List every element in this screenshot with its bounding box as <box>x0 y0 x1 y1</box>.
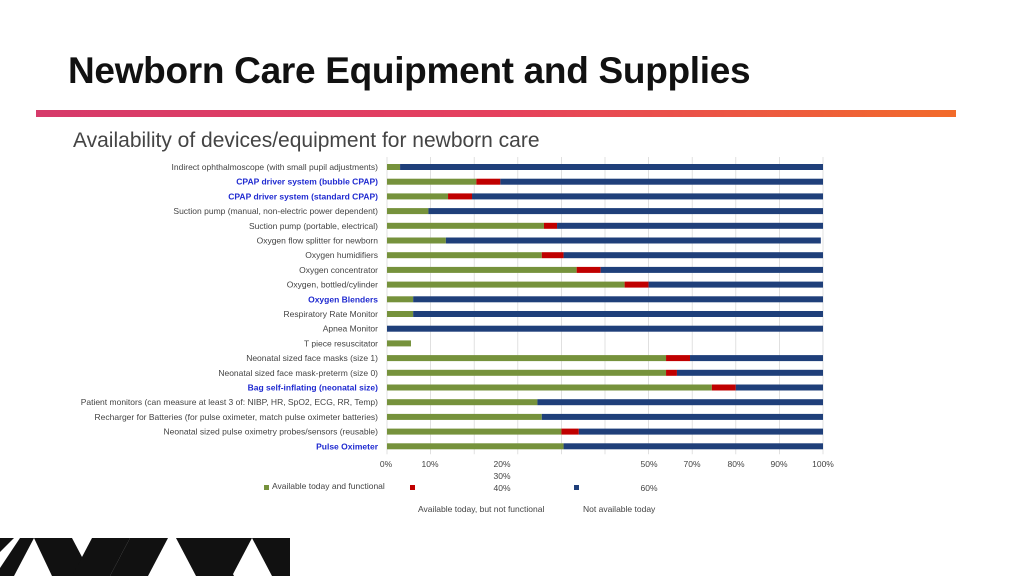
legend-label: Not available today <box>583 504 656 514</box>
legend-swatch <box>410 485 415 490</box>
category-label: Apnea Monitor <box>323 324 378 334</box>
category-label: Patient monitors (can measure at least 3… <box>81 397 378 407</box>
legend-swatch <box>574 485 579 490</box>
x-tick-label: 80% <box>727 459 744 469</box>
x-axis-ticks: 0% 10% 20% 30% 40% 50% 60% 70% 80% 90% 100% <box>380 459 834 493</box>
legend-swatch <box>264 485 269 490</box>
bar-segment <box>387 325 823 332</box>
bar-segment <box>387 222 544 229</box>
bar-segment <box>387 413 542 420</box>
bar-segment <box>387 384 712 391</box>
x-tick-label: 70% <box>683 459 700 469</box>
bar-segment <box>578 428 823 435</box>
bar-segment <box>472 193 823 200</box>
legend-label: Available today and functional <box>272 481 385 491</box>
category-label: Oxygen Blenders <box>308 294 378 304</box>
x-tick-label: 40% <box>493 483 510 493</box>
category-label: Bag self-inflating (neonatal size) <box>248 383 379 393</box>
bar-segment <box>500 178 823 185</box>
bar-segment <box>445 237 821 244</box>
x-tick-label: 90% <box>770 459 787 469</box>
category-label: Oxygen flow splitter for newborn <box>257 236 379 246</box>
bar-segment <box>387 355 667 362</box>
bar-segment <box>387 311 414 317</box>
category-label: Respiratory Rate Monitor <box>284 309 379 319</box>
x-tick-label: 60% <box>640 483 657 493</box>
bar-segment <box>543 222 558 229</box>
x-tick-label: 10% <box>421 459 438 469</box>
slide-title: Newborn Care Equipment and Supplies <box>68 50 751 91</box>
category-label: Neonatal sized face masks (size 1) <box>246 353 378 363</box>
bar-segment <box>387 369 667 376</box>
x-tick-label: 50% <box>640 459 657 469</box>
bar-segment <box>387 237 446 244</box>
bar-segment <box>666 355 691 362</box>
bar-segment <box>541 413 823 420</box>
x-tick-label: 0% <box>380 459 393 469</box>
category-label: Neonatal sized pulse oximetry probes/sen… <box>164 427 379 437</box>
category-label: Recharger for Batteries (for pulse oxime… <box>95 412 379 422</box>
bar-segment <box>541 252 564 259</box>
decorative-zigzag-pattern <box>0 538 290 576</box>
bar-segment <box>428 208 823 215</box>
bar-segment <box>666 369 677 376</box>
bar-segment <box>690 355 823 362</box>
bar-segment <box>735 384 823 391</box>
bar-segment <box>648 281 823 288</box>
bar-segment <box>557 222 823 229</box>
bar-segment <box>387 428 562 435</box>
category-label: CPAP driver system (standard CPAP) <box>228 191 378 201</box>
bar-segment <box>387 164 401 170</box>
bar-segment <box>563 252 823 259</box>
bar-segment <box>563 443 823 450</box>
x-tick-label: 100% <box>812 459 834 469</box>
bar-segment <box>476 178 501 185</box>
bar-segment <box>387 252 542 259</box>
bars <box>387 164 823 450</box>
category-label: Oxygen, bottled/cylinder <box>287 280 378 290</box>
bar-segment <box>387 178 477 185</box>
bar-segment <box>676 369 823 376</box>
bar-segment <box>387 296 414 303</box>
category-label: Pulse Oximeter <box>316 441 379 451</box>
category-label: Suction pump (portable, electrical) <box>249 221 378 231</box>
legend-label: Available today, but not functional <box>418 504 544 514</box>
x-tick-label: 30% <box>493 471 510 481</box>
gridlines <box>386 157 824 455</box>
bar-segment <box>413 311 823 317</box>
bar-segment <box>576 266 601 273</box>
category-label: Oxygen humidifiers <box>305 250 378 260</box>
bar-segment <box>600 266 823 273</box>
bar-segment <box>387 399 538 406</box>
bar-segment <box>387 281 625 288</box>
category-label: Neonatal sized face mask-preterm (size 0… <box>218 368 378 378</box>
category-label: T piece resuscitator <box>304 338 378 348</box>
bar-segment <box>448 193 473 200</box>
bar-segment <box>387 266 577 273</box>
legend: Available today and functional Available … <box>264 481 656 514</box>
category-label: Indirect ophthalmoscope (with small pupi… <box>172 162 379 172</box>
accent-divider <box>36 110 956 117</box>
chart-subtitle: Availability of devices/equipment for ne… <box>73 129 540 152</box>
category-labels: Indirect ophthalmoscope (with small pupi… <box>81 162 379 451</box>
bar-segment <box>387 340 411 347</box>
category-label: Suction pump (manual, non-electric power… <box>173 206 378 216</box>
bar-segment <box>537 399 823 406</box>
category-label: Oxygen concentrator <box>299 265 378 275</box>
bar-segment <box>711 384 736 391</box>
bar-segment <box>400 164 823 170</box>
stacked-bar-chart: Indirect ophthalmoscope (with small pupi… <box>81 157 834 514</box>
bar-segment <box>387 193 449 200</box>
bar-segment <box>387 208 429 215</box>
bar-segment <box>561 428 579 435</box>
bar-segment <box>624 281 649 288</box>
category-label: CPAP driver system (bubble CPAP) <box>236 177 378 187</box>
bar-segment <box>387 443 564 450</box>
x-tick-label: 20% <box>493 459 510 469</box>
bar-segment <box>413 296 823 303</box>
